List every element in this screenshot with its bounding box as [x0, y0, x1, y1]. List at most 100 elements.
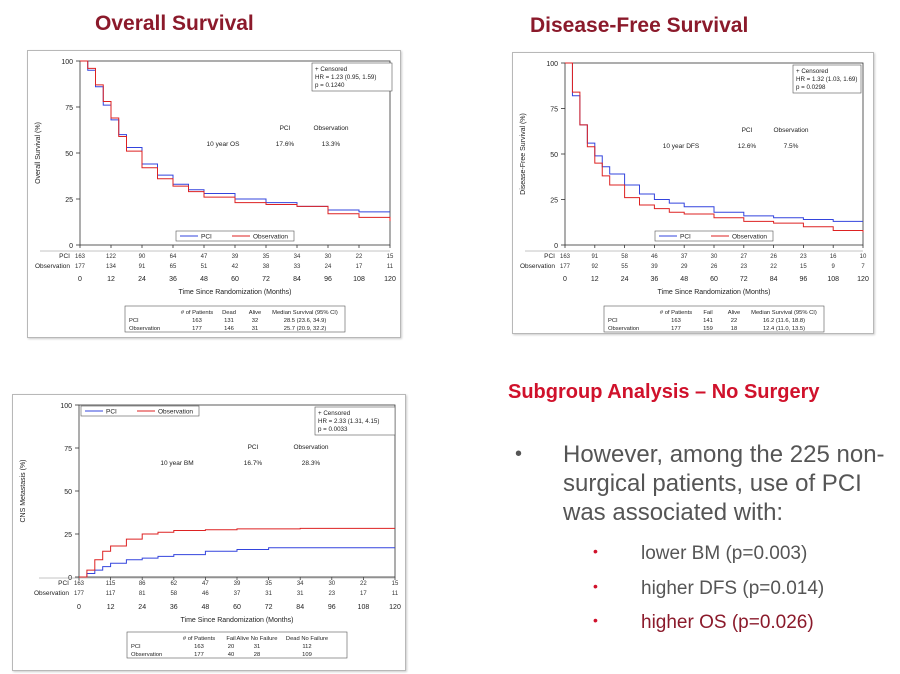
y-tick-label: 75 [64, 446, 72, 453]
y-tick-label: 25 [65, 197, 73, 204]
summary-value: 177 [194, 652, 204, 658]
series-line-observation [80, 60, 391, 222]
at-risk-value: 163 [560, 254, 571, 260]
at-risk-value: 39 [234, 581, 241, 587]
at-risk-value: 23 [800, 254, 807, 260]
x-tick-label: 48 [202, 604, 210, 611]
at-risk-value: 117 [106, 591, 116, 597]
x-tick-label: 96 [324, 276, 332, 283]
sub-bullet-dot: • [593, 543, 598, 559]
annotation-header: PCI [742, 127, 753, 134]
summary-value: 31 [254, 644, 260, 650]
x-tick-label: 120 [384, 276, 396, 283]
annotation-row-label: 10 year BM [160, 460, 193, 467]
x-tick-label: 72 [262, 276, 270, 283]
at-risk-value: 62 [170, 581, 177, 587]
at-risk-value: 42 [232, 264, 239, 270]
x-tick-label: 24 [138, 604, 146, 611]
at-risk-value: 11 [392, 591, 399, 597]
summary-table [126, 631, 348, 659]
censor-box [311, 62, 393, 92]
dfs-chart: 0 25 50 75 100 Disease-Free Survival (%) 0 12 24… [520, 61, 869, 333]
annotation-value: 17.6% [276, 141, 295, 148]
at-risk-value: 17 [360, 591, 367, 597]
at-risk-value: 10 [860, 254, 867, 260]
at-risk-value: 15 [800, 264, 807, 270]
x-tick-label: 120 [389, 604, 401, 611]
subgroup-bullet-text: However, among the 225 non-surgical pati… [563, 441, 885, 526]
y-tick-label: 0 [554, 243, 558, 250]
x-tick-label: 24 [138, 276, 146, 283]
x-tick-label: 60 [231, 276, 239, 283]
at-risk-value: 17 [356, 264, 363, 270]
at-risk-label: PCI [59, 253, 70, 260]
os-chart-panel: 0 25 50 75 100 Overall Survival (%) 0 12 24 36 48 6… [27, 50, 401, 338]
dfs-chart-panel: 0 25 50 75 100 Disease-Free Survival (%) 0 12 24… [512, 52, 874, 334]
at-risk-value: 92 [591, 264, 598, 270]
at-risk-value: 86 [139, 581, 146, 587]
x-tick-label: 84 [770, 276, 778, 283]
at-risk-value: 37 [681, 254, 688, 260]
at-risk-value: 34 [297, 581, 304, 587]
summary-value: 112 [302, 644, 311, 650]
summary-row-label: Observation [608, 326, 639, 332]
at-risk-value: 15 [387, 254, 394, 260]
y-tick-label: 0 [68, 575, 72, 582]
at-risk-value: 177 [560, 264, 571, 270]
at-risk-value: 26 [711, 264, 718, 270]
annotation-value: 7.5% [784, 143, 799, 150]
summary-value: 131 [224, 318, 234, 324]
summary-value: 12.4 (11.0, 13.5) [763, 326, 805, 332]
at-risk-value: 24 [325, 264, 332, 270]
at-risk-value: 65 [170, 264, 177, 270]
summary-value: 109 [302, 652, 312, 658]
at-risk-value: 177 [75, 264, 86, 270]
legend-entry: PCI [201, 234, 212, 241]
at-risk-value: 23 [328, 591, 335, 597]
summary-value: 40 [228, 652, 234, 658]
at-risk-value: 34 [294, 254, 301, 260]
x-tick-label: 0 [78, 276, 82, 283]
y-tick-label: 50 [550, 152, 558, 159]
y-tick-label: 50 [64, 489, 72, 496]
summary-header: # of Patients [660, 310, 692, 316]
x-tick-label: 0 [77, 604, 81, 611]
y-axis-label: Disease-Free Survival (%) [520, 113, 527, 195]
annotation-header: Observation [313, 125, 348, 132]
x-axis-label: Time Since Randomization (Months) [658, 289, 771, 296]
at-risk-value: 91 [591, 254, 598, 260]
summary-row-label: PCI [131, 644, 141, 650]
annotation-row-label: 10 year DFS [663, 143, 700, 150]
at-risk-value: 37 [234, 591, 241, 597]
summary-header: # of Patients [181, 310, 213, 316]
x-tick-label: 24 [621, 276, 629, 283]
summary-value: 16.2 (11.6, 18.8) [763, 318, 805, 324]
summary-header: Fail [703, 310, 712, 316]
summary-row-label: Observation [131, 652, 162, 658]
at-risk-value: 11 [387, 264, 394, 270]
summary-row-label: PCI [608, 318, 618, 324]
x-tick-label: 84 [296, 604, 304, 611]
at-risk-value: 134 [106, 264, 117, 270]
dfs-title: Disease-Free Survival [530, 14, 749, 37]
annotation-value: 12.6% [738, 143, 757, 150]
censor-box-text: HR = 2.33 (1.31, 4.15) [318, 418, 379, 425]
annotation-row-label: 10 year OS [207, 141, 241, 148]
summary-value: 177 [671, 326, 681, 332]
at-risk-value: 31 [297, 591, 304, 597]
at-risk-label: Observation [34, 590, 69, 597]
x-tick-label: 108 [827, 276, 839, 283]
x-tick-label: 108 [358, 604, 370, 611]
censor-box-text: + Censored [796, 68, 829, 75]
at-risk-value: 30 [328, 581, 335, 587]
summary-value: 141 [703, 318, 713, 324]
at-risk-value: 26 [770, 254, 777, 260]
subgroup-item-text: lower BM (p=0.003) [641, 543, 808, 564]
at-risk-value: 31 [265, 591, 272, 597]
at-risk-value: 91 [139, 264, 146, 270]
summary-value: 163 [671, 318, 681, 324]
cns-chart: 0 25 50 75 100 CNS Metastasis (%) 0 12 24 36 48 60 7… [20, 403, 401, 659]
annotation-value: 13.3% [322, 141, 341, 148]
x-tick-label: 108 [353, 276, 365, 283]
legend-entry: PCI [680, 234, 691, 241]
